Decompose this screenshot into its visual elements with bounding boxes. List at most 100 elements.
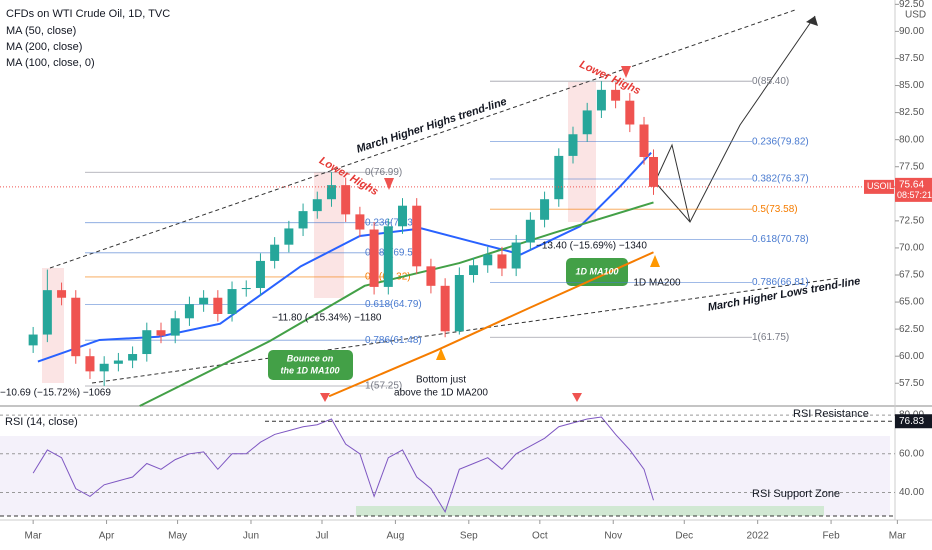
x-tick-label: Oct [532,531,548,542]
fib-label: 1(57.25) [365,381,402,392]
x-tick-label: Jul [316,531,329,542]
candle-body [255,260,265,288]
arrow-down [320,393,330,402]
y-tick-label: 82.50 [899,107,924,118]
y-tick-label: 62.50 [899,324,924,335]
annotation: Bounce on [287,353,334,363]
candle-body [582,110,592,135]
price-tag [895,177,932,202]
symbol-tag [864,179,894,194]
candle-body [398,205,408,227]
x-tick-label: Feb [822,531,840,542]
annotation: Bottom just [416,375,466,386]
candle-body [341,185,351,215]
annotation: above the 1D MA200 [394,388,488,399]
candle-body [497,254,507,269]
candle-body [128,354,138,361]
fib-label: 1(61.75) [752,332,789,343]
candle-body [511,242,521,269]
x-tick-label: Aug [387,531,405,542]
fib-label: 0.786(66.81) [752,277,809,288]
candle-body [369,229,379,287]
candle-body [540,199,550,220]
x-tick-label: Apr [99,531,115,542]
candle-body [71,297,81,357]
fib-label: 0.5(73.58) [752,204,798,215]
candle-body [454,274,464,332]
fib-label: 0.236(79.82) [752,136,809,147]
projection-arrow [654,15,816,223]
rsi-tick-label: 60.00 [899,448,924,459]
indicator: MA (100, close, 0) [6,57,95,69]
rsi-line [32,416,654,514]
rsi-resistance-label: RSI Resistance [793,408,869,420]
chart-title: CFDs on WTI Crude Oil, 1D, TVC [6,8,170,20]
arrow-down [621,66,631,78]
callout-box [566,258,628,286]
candle-body [426,266,436,286]
candle-body [184,304,194,319]
candle-body [142,330,152,355]
candle-body [241,287,251,290]
candle-body [99,363,109,372]
arrow-head [806,16,818,26]
y-tick-label: 72.50 [899,216,924,227]
candle-body [85,356,95,372]
fib-label: 0.618(64.79) [365,299,422,310]
arrow-up [650,255,660,267]
rsi-title: RSI (14, close) [5,416,78,428]
rsi-support-zone [356,506,824,516]
fib-label: 0(85.40) [752,76,789,87]
projection-path [654,143,691,223]
y-tick-label: 85.00 [899,80,924,91]
y-tick-label: 80.00 [899,134,924,145]
x-tick-label: Dec [675,531,693,542]
candle-body [227,289,237,314]
rsi-support-label: RSI Support Zone [752,488,840,500]
candle-body [199,297,209,305]
candle-body [213,297,223,314]
candle-body [440,285,450,332]
annotation: −13.40 (−15.69%) −1340 [536,241,647,252]
candle-body [42,290,52,335]
y-tick-label: 67.50 [899,270,924,281]
symbol: USOIL [867,181,894,191]
x-tick-label: Jun [243,531,259,542]
annotation: 1D MA100 [575,266,618,276]
y-tick-label: 87.50 [899,53,924,64]
candle-body [483,254,493,266]
x-tick-label: 2022 [747,531,770,542]
arrow-up [436,348,446,360]
candle-body [383,226,393,287]
candle-body [57,290,67,298]
x-tick-label: May [168,531,187,542]
annotation: 1D MA200 [633,278,681,289]
candle-body [611,89,621,101]
candle-body [113,360,123,364]
rsi-band [0,436,890,516]
candle-body [326,185,336,200]
y-tick-label: 57.50 [899,378,924,389]
candle-body [648,156,658,187]
candle-body [554,155,564,200]
annotation: −11.80 (−15.34%) −1180 [272,313,382,324]
y-tick-label: 60.00 [899,351,924,362]
annotation: −10.69 (−15.72%) −1069 [0,388,111,399]
price-tag-value: 75.64 [899,180,924,191]
candle-body [596,89,606,111]
rsi-tick-label: 40.00 [899,487,924,498]
ma-line [328,251,654,398]
candle-body [156,330,166,336]
y-tick-label: 92.50 [899,0,924,10]
fib-label: 0.382(76.37) [752,174,809,185]
indicator: MA (50, close) [6,25,76,37]
fib-label: 0.382(69.55) [365,247,422,258]
fib-label: 0.786(61.48) [365,335,422,346]
candle-body [28,334,38,346]
candle-body [284,228,294,245]
candle-body [412,205,422,267]
candle-body [639,124,649,157]
x-tick-label: Mar [889,531,907,542]
